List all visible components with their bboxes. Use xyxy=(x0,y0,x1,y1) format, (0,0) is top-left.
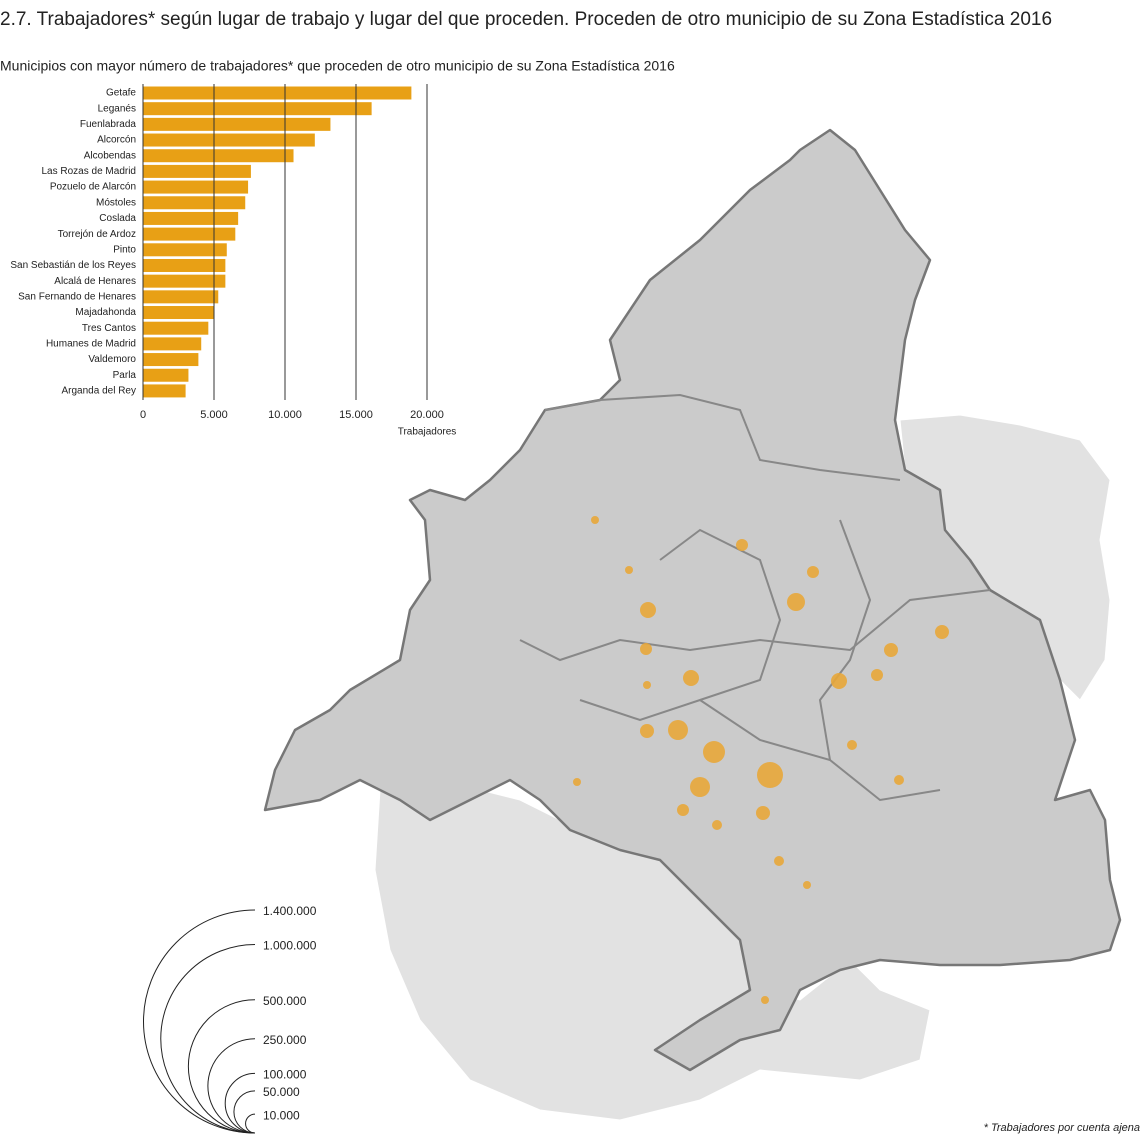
bar xyxy=(143,86,412,100)
bubble xyxy=(773,855,785,867)
bar xyxy=(143,149,294,163)
bar xyxy=(143,102,372,116)
bubble xyxy=(702,740,726,764)
bubble xyxy=(787,593,805,611)
category-label: Pinto xyxy=(113,244,136,255)
x-tick-label: 15.000 xyxy=(339,409,373,421)
category-label: Tres Cantos xyxy=(82,323,136,334)
category-label: Torrejón de Ardoz xyxy=(58,229,136,240)
bubble xyxy=(803,881,811,889)
size-legend-label: 50.000 xyxy=(263,1085,300,1099)
x-tick-label: 0 xyxy=(140,409,146,421)
bubble xyxy=(893,774,905,786)
bubble xyxy=(871,669,883,681)
bubble xyxy=(761,996,769,1004)
page-title: 2.7. Trabajadores* según lugar de trabaj… xyxy=(0,9,1052,30)
bubble xyxy=(677,804,689,816)
x-tick-label: 20.000 xyxy=(410,409,444,421)
size-legend-circle xyxy=(160,944,256,1134)
bar xyxy=(143,196,246,210)
bubble xyxy=(690,777,710,797)
bar xyxy=(143,117,331,131)
bar xyxy=(143,384,186,398)
size-legend-label: 10.000 xyxy=(263,1108,300,1122)
bubble xyxy=(625,566,633,574)
size-legend-circle xyxy=(143,909,256,1134)
bubble xyxy=(668,720,688,740)
bubble xyxy=(756,761,784,789)
category-label: San Sebastián de los Reyes xyxy=(10,260,136,271)
category-label: San Fernando de Henares xyxy=(18,291,136,302)
bar xyxy=(143,133,315,147)
size-legend-label: 250.000 xyxy=(263,1033,307,1047)
size-legend-label: 100.000 xyxy=(263,1068,307,1082)
size-legend-circle xyxy=(233,1090,256,1134)
zone-borders xyxy=(519,393,991,802)
bubble xyxy=(846,739,858,751)
bubble xyxy=(639,601,657,619)
size-legend-circle xyxy=(245,1113,256,1134)
bar xyxy=(143,353,199,367)
bubble xyxy=(643,681,651,689)
category-label: Arganda del Rey xyxy=(62,386,137,397)
size-legend-label: 1.400.000 xyxy=(263,904,317,918)
bubble xyxy=(736,539,748,551)
size-legend-circle xyxy=(207,1038,256,1134)
bar xyxy=(143,321,209,335)
size-legend-label: 500.000 xyxy=(263,994,307,1008)
category-label: Getafe xyxy=(106,88,136,99)
category-label: Fuenlabrada xyxy=(80,119,137,130)
bar xyxy=(143,227,236,241)
bar xyxy=(143,290,219,304)
bar xyxy=(143,211,239,225)
bubble xyxy=(934,624,950,640)
bubble xyxy=(755,805,771,821)
bar xyxy=(143,164,251,178)
category-label: Leganés xyxy=(98,103,136,114)
bar xyxy=(143,337,202,351)
bar xyxy=(143,368,189,382)
category-label: Alcorcón xyxy=(97,135,136,146)
bubble xyxy=(573,778,581,786)
bubble xyxy=(682,669,700,687)
bubble xyxy=(639,723,655,739)
footnote: * Trabajadores por cuenta ajena xyxy=(984,1122,1140,1134)
bar xyxy=(143,180,249,194)
bubble xyxy=(711,819,723,831)
category-label: Alcobendas xyxy=(84,150,136,161)
category-label: Valdemoro xyxy=(88,354,136,365)
category-label: Majadahonda xyxy=(75,307,136,318)
bar xyxy=(143,306,214,320)
category-label: Parla xyxy=(113,370,137,381)
x-tick-label: 10.000 xyxy=(268,409,302,421)
bar xyxy=(143,258,226,272)
bubble xyxy=(640,643,652,655)
category-label: Alcalá de Henares xyxy=(54,276,136,287)
bubble xyxy=(830,672,848,690)
size-legend-circle xyxy=(224,1072,256,1134)
category-label: Las Rozas de Madrid xyxy=(42,166,137,177)
map-region xyxy=(263,128,1122,1072)
bubble xyxy=(807,566,819,578)
bar xyxy=(143,243,227,257)
category-label: Pozuelo de Alarcón xyxy=(50,182,136,193)
category-label: Humanes de Madrid xyxy=(46,339,136,350)
bubble xyxy=(883,642,899,658)
bubble xyxy=(591,516,599,524)
x-axis-label: Trabajadores xyxy=(398,427,457,438)
category-label: Coslada xyxy=(99,213,136,224)
chart-subtitle: Municipios con mayor número de trabajado… xyxy=(0,58,675,74)
x-tick-label: 5.000 xyxy=(200,409,228,421)
map xyxy=(263,128,1122,1121)
size-legend-circle xyxy=(187,999,256,1134)
bar xyxy=(143,274,226,288)
size-legend-label: 1.000.000 xyxy=(263,939,317,953)
category-label: Móstoles xyxy=(96,197,136,208)
